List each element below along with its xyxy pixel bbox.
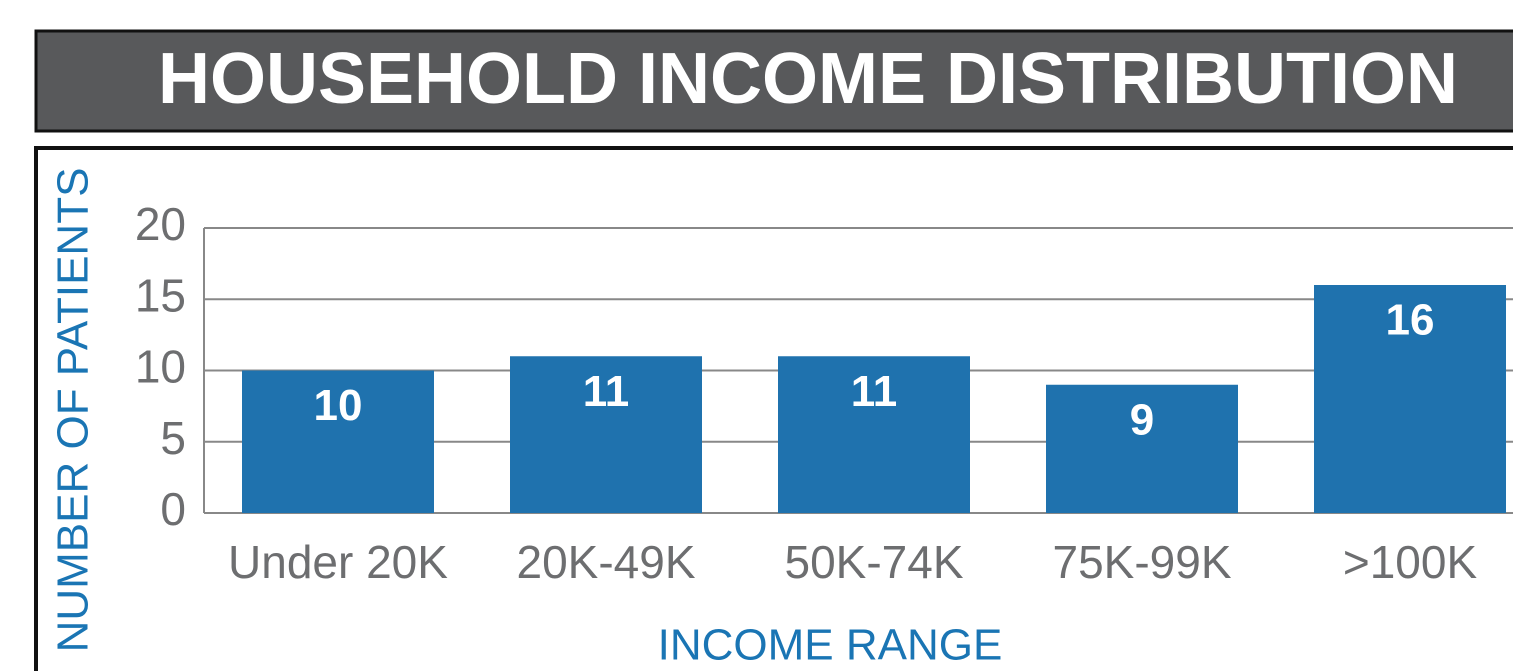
y-tick-label: 0 [160,483,186,535]
y-tick-label: 20 [135,198,186,250]
value-label: 9 [1130,395,1154,444]
x-tick-label: 75K-99K [1052,536,1231,588]
x-tick-label: Under 20K [228,536,448,588]
value-label: 11 [583,367,630,416]
x-tick-label: >100K [1343,536,1478,588]
bar [242,370,434,513]
y-axis-title: NUMBER OF PATIENTS [49,168,98,653]
chart-frame [34,146,1513,671]
y-tick-label: 10 [135,341,186,393]
value-label: 10 [314,381,363,430]
chart-title: HOUSEHOLD INCOME DISTRIBUTION [158,39,1458,119]
x-tick-label: 50K-74K [784,536,963,588]
bar [1314,285,1506,513]
value-label: 11 [851,367,898,416]
x-tick-label: 20K-49K [516,536,695,588]
y-tick-label: 15 [135,269,186,321]
value-label: 16 [1386,296,1435,345]
title-banner [34,29,1513,133]
y-tick-label: 5 [160,412,186,464]
bar [1046,384,1238,513]
bar [510,356,702,513]
bar [778,356,970,513]
x-axis-title: INCOME RANGE [658,621,1003,670]
